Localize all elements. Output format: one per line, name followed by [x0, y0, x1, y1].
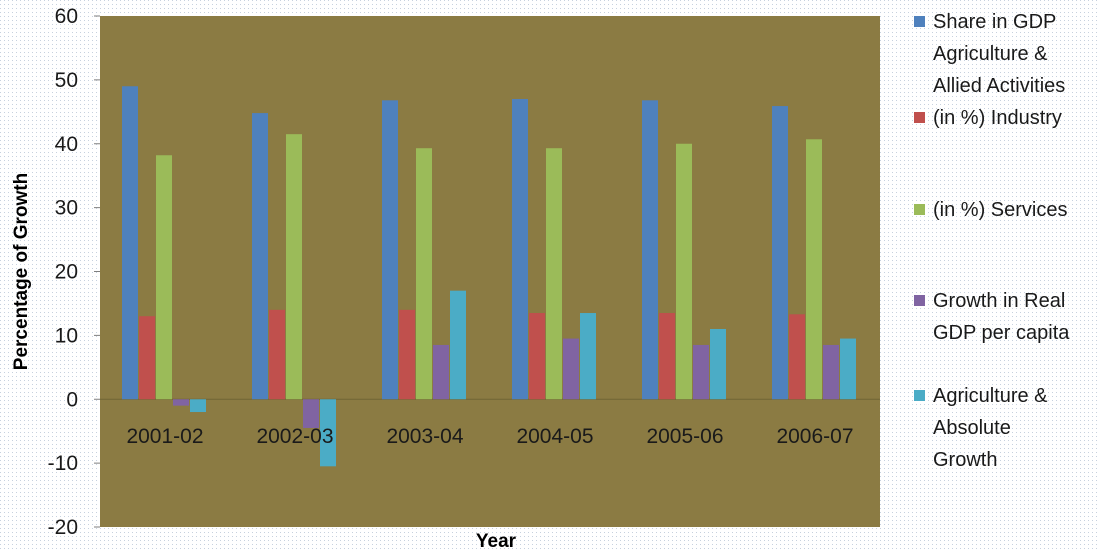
bar-series-2: [139, 316, 155, 400]
bar-series-5: [190, 399, 206, 413]
legend-swatch: [914, 390, 925, 401]
bar-series-5: [320, 399, 336, 467]
legend: Share in GDP Agriculture & Allied Activiti…: [914, 11, 1070, 471]
legend-label: Agriculture &: [933, 385, 1048, 407]
legend-label: GDP per capita: [933, 322, 1070, 344]
bar-series-2: [789, 314, 805, 400]
x-tick-label: 2005-06: [646, 425, 723, 448]
legend-label: Allied Activities: [933, 75, 1065, 97]
legend-swatch: [914, 204, 925, 215]
x-tick-label: 2002-03: [256, 425, 333, 448]
y-axis-title: Percentage of Growth: [11, 173, 32, 370]
bars: [122, 86, 856, 467]
legend-label: Share in GDP: [933, 11, 1056, 33]
legend-label: (in %) Services: [933, 199, 1067, 221]
bar-series-3: [286, 134, 302, 400]
y-tick-label: 30: [55, 197, 78, 220]
y-tick-label: 0: [66, 388, 78, 411]
bar-series-2: [659, 313, 675, 400]
bar-series-2: [399, 309, 415, 400]
y-tick-label: 40: [55, 133, 78, 156]
x-axis-title: Year: [476, 531, 517, 550]
bar-series-1: [772, 106, 788, 400]
y-tick-label: -10: [48, 452, 78, 475]
bar-series-4: [823, 344, 839, 400]
bar-series-4: [563, 338, 579, 400]
legend-label: Growth: [933, 449, 997, 471]
bar-series-3: [156, 155, 172, 400]
bar-series-5: [840, 338, 856, 400]
bar-series-1: [382, 100, 398, 400]
y-tick-label: 60: [55, 5, 78, 28]
bar-series-5: [710, 328, 726, 400]
bar-series-2: [269, 309, 285, 400]
bar-series-5: [450, 290, 466, 400]
x-axis-ticks: 2001-02 2002-03 2003-04 2004-05 2005-06 2006-…: [126, 425, 853, 448]
bar-series-5: [580, 313, 596, 400]
x-tick-label: 2003-04: [386, 425, 463, 448]
y-tick-label: -20: [48, 516, 78, 539]
bar-series-1: [122, 86, 138, 400]
bar-series-3: [546, 148, 562, 400]
legend-label: Absolute: [933, 417, 1011, 439]
x-tick-label: 2006-07: [776, 425, 853, 448]
bar-series-2: [529, 313, 545, 400]
bar-series-3: [806, 139, 822, 400]
bar-series-1: [252, 113, 268, 400]
bar-series-4: [303, 399, 319, 428]
legend-label: Growth in Real: [933, 290, 1065, 312]
legend-swatch: [914, 112, 925, 123]
y-tick-label: 20: [55, 261, 78, 284]
bar-series-4: [693, 344, 709, 400]
bar-series-3: [416, 148, 432, 400]
x-tick-label: 2004-05: [516, 425, 593, 448]
legend-label: Agriculture &: [933, 43, 1048, 65]
y-tick-label: 10: [55, 324, 78, 347]
x-tick-label: 2001-02: [126, 425, 203, 448]
legend-swatch: [914, 16, 925, 27]
y-axis-ticks: 60 50 40 30 20 10 0 -10 -20: [48, 5, 100, 539]
plot-area: [100, 16, 880, 527]
bar-series-4: [433, 344, 449, 400]
bar-series-1: [512, 99, 528, 400]
bar-series-4: [173, 399, 189, 406]
bar-series-1: [642, 100, 658, 400]
y-tick-label: 50: [55, 69, 78, 92]
bar-series-3: [676, 143, 692, 400]
legend-label: (in %) Industry: [933, 107, 1062, 129]
legend-swatch: [914, 295, 925, 306]
